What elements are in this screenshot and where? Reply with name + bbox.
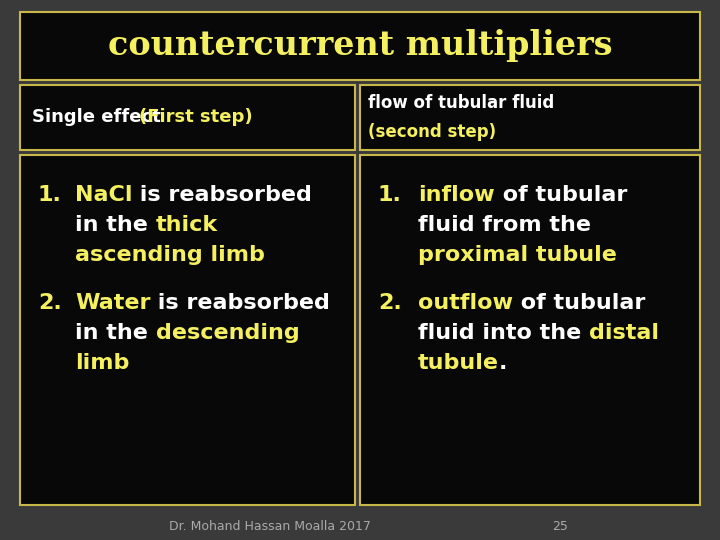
Text: NaCl: NaCl <box>75 185 132 205</box>
Text: .: . <box>499 353 508 373</box>
Text: is reabsorbed: is reabsorbed <box>132 185 312 205</box>
Text: 1.: 1. <box>38 185 62 205</box>
Text: fluid from the: fluid from the <box>418 215 591 235</box>
Text: outflow: outflow <box>418 293 513 313</box>
Bar <box>360 85 700 150</box>
Text: inflow: inflow <box>418 185 495 205</box>
Text: 25: 25 <box>552 519 568 532</box>
Text: flow of tubular fluid: flow of tubular fluid <box>368 94 554 112</box>
Text: is reabsorbed: is reabsorbed <box>150 293 330 313</box>
Text: 2.: 2. <box>38 293 62 313</box>
Text: of tubular: of tubular <box>495 185 627 205</box>
Text: countercurrent multipliers: countercurrent multipliers <box>108 30 612 63</box>
Text: Dr. Mohand Hassan Moalla 2017: Dr. Mohand Hassan Moalla 2017 <box>169 519 371 532</box>
Bar <box>20 155 355 505</box>
Text: ascending limb: ascending limb <box>75 245 265 265</box>
Text: distal: distal <box>589 323 659 343</box>
Text: in the: in the <box>75 215 156 235</box>
Text: (First step): (First step) <box>139 109 253 126</box>
Text: proximal tubule: proximal tubule <box>418 245 617 265</box>
Text: descending: descending <box>156 323 300 343</box>
Bar <box>20 85 355 150</box>
Text: (second step): (second step) <box>368 123 496 141</box>
Text: in the: in the <box>75 323 156 343</box>
Text: Single effect: Single effect <box>32 109 167 126</box>
Text: tubule: tubule <box>418 353 499 373</box>
Text: of tubular: of tubular <box>513 293 645 313</box>
Text: limb: limb <box>75 353 130 373</box>
Text: Water: Water <box>75 293 150 313</box>
Text: fluid into the: fluid into the <box>418 323 589 343</box>
Bar <box>360 155 700 505</box>
Text: 1.: 1. <box>378 185 402 205</box>
Bar <box>20 12 700 80</box>
Text: thick: thick <box>156 215 217 235</box>
Text: 2.: 2. <box>378 293 402 313</box>
